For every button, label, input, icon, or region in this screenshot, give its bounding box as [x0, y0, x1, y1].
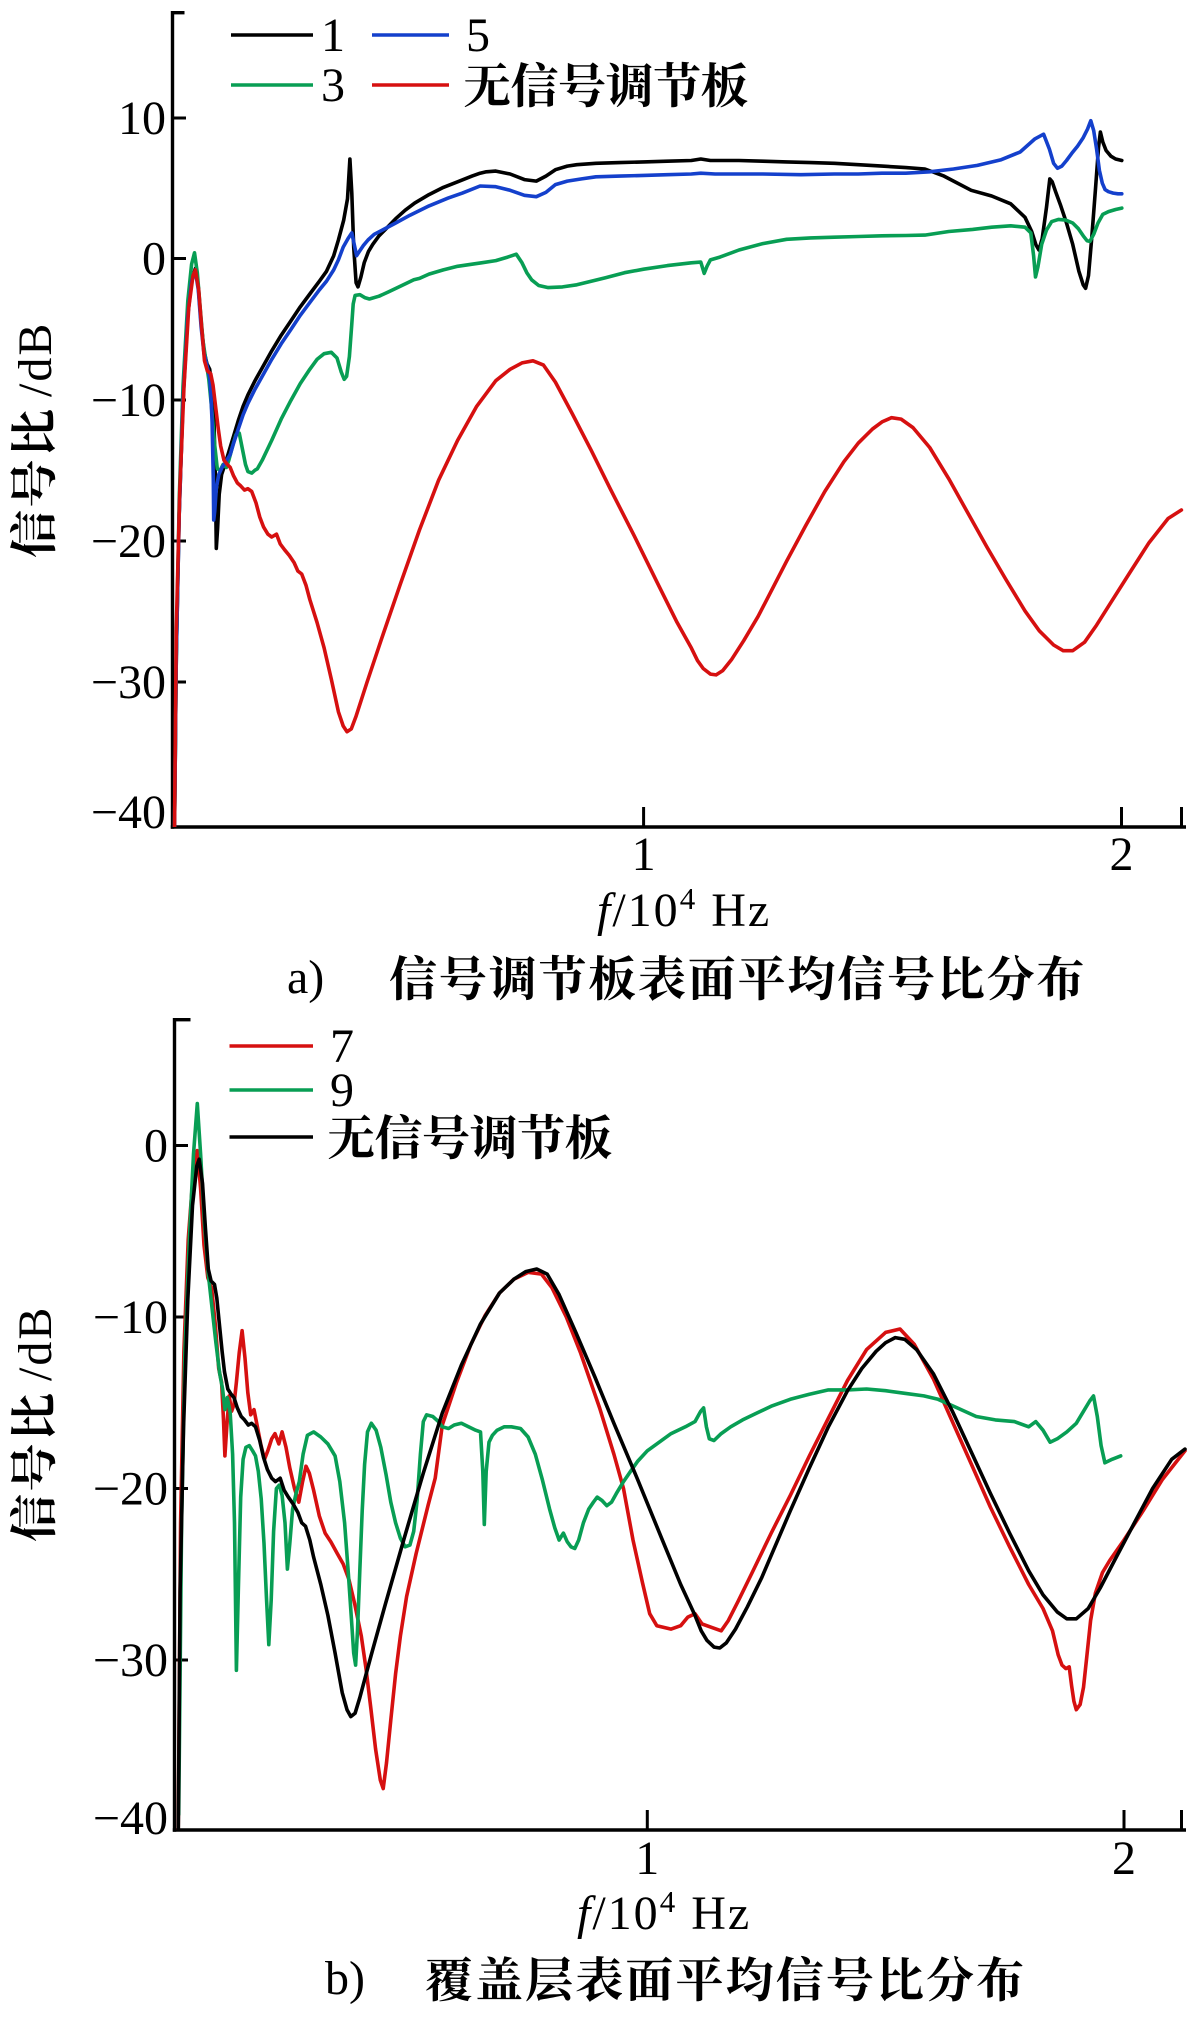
svg-text:1: 1 — [635, 1832, 659, 1885]
svg-text:2: 2 — [1112, 1832, 1136, 1885]
svg-text:1: 1 — [632, 828, 656, 881]
svg-text:/dB: /dB — [9, 322, 62, 397]
svg-text:7: 7 — [330, 1020, 354, 1073]
svg-text:−10: −10 — [93, 1291, 168, 1344]
svg-text:5: 5 — [466, 9, 490, 62]
svg-text:−40: −40 — [93, 1792, 168, 1845]
svg-text:10: 10 — [118, 92, 166, 145]
svg-text:0: 0 — [144, 1120, 168, 1173]
svg-text:3: 3 — [321, 59, 345, 112]
svg-text:f/104 Hz: f/104 Hz — [597, 881, 771, 937]
svg-text:−30: −30 — [91, 656, 166, 709]
svg-text:−30: −30 — [93, 1634, 168, 1687]
svg-text:b): b) — [325, 1952, 365, 2005]
svg-text:0: 0 — [142, 233, 166, 286]
svg-text:2: 2 — [1110, 828, 1134, 881]
svg-text:9: 9 — [330, 1064, 354, 1117]
svg-text:−10: −10 — [91, 374, 166, 427]
svg-text:/dB: /dB — [9, 1306, 62, 1381]
svg-text:1: 1 — [321, 9, 345, 62]
svg-text:−20: −20 — [93, 1463, 168, 1516]
svg-text:−40: −40 — [91, 786, 166, 839]
svg-text:−20: −20 — [91, 515, 166, 568]
svg-text:a): a) — [287, 951, 324, 1004]
